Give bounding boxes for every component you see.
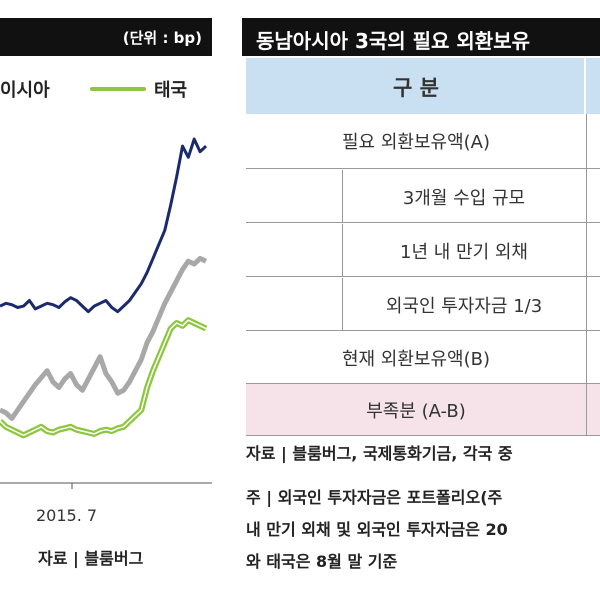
table-title: 동남아시아 3국의 필요 외환보유 — [256, 29, 531, 53]
chart-unit-label: (단위 : bp) — [122, 29, 202, 47]
table-note-line-1: 주 | 외국인 투자자금은 포트폴리오(주 — [246, 488, 503, 507]
table-row-current-reserves: 현재 외환보유액(B) — [246, 332, 600, 384]
table-row-short-term-debt: 1년 내 만기 외채 — [246, 224, 600, 277]
legend-label-thailand: 태국 — [154, 80, 188, 101]
table-head-divider — [584, 58, 586, 114]
series-line-thailand-inner — [0, 319, 207, 437]
table-note-line-3: 와 태국은 8월 말 기준 — [246, 552, 398, 571]
table-row-required: 필요 외환보유액(A) — [246, 114, 600, 169]
indent-divider — [342, 278, 343, 330]
table-note-line-2: 내 만기 외채 및 외국인 투자자금은 20 — [246, 520, 508, 539]
legend-swatch-thailand — [90, 87, 146, 91]
row-label-foreign-investment: 외국인 투자자금 1/3 — [385, 296, 543, 317]
series-line-thailand-outline — [0, 317, 208, 439]
table-column-divider — [586, 114, 587, 436]
x-tick-label: 2015. 7 — [36, 506, 98, 525]
row-label-shortfall: 부족분 (A-B) — [366, 401, 466, 422]
line-chart — [0, 137, 212, 489]
right-table-panel: 동남아시아 3국의 필요 외환보유 구 분 필요 외환보유액(A) 3개월 수입… — [242, 0, 600, 600]
row-label-imports: 3개월 수입 규모 — [402, 188, 526, 209]
row-label-required: 필요 외환보유액(A) — [342, 132, 490, 153]
table-head-label: 구 분 — [393, 76, 439, 100]
table-row-foreign-investment: 외국인 투자자금 1/3 — [246, 278, 600, 331]
series-line-gray — [0, 255, 208, 421]
legend-item-thailand: 태국 — [90, 76, 187, 102]
left-chart-panel: (단위 : bp) 이시아 태국 2015. 7 자료 | 블룸버그 — [0, 0, 218, 600]
chart-source: 자료 | 블룸버그 — [38, 549, 144, 568]
series-line-navy — [0, 137, 208, 314]
table-header-bar: 동남아시아 3국의 필요 외환보유 — [242, 18, 600, 56]
row-label-short-term-debt: 1년 내 만기 외채 — [400, 242, 528, 263]
indent-divider — [342, 224, 343, 276]
chart-header-bar: (단위 : bp) — [0, 18, 212, 56]
indent-divider — [342, 170, 343, 222]
row-label-current-reserves: 현재 외환보유액(B) — [341, 349, 491, 370]
table-row-shortfall: 부족분 (A-B) — [246, 384, 600, 436]
table-head-row: 구 분 — [246, 58, 600, 114]
legend-label-series-a: 이시아 — [0, 80, 50, 101]
table-source: 자료 | 블룸버그, 국제통화기금, 각국 중 — [246, 444, 513, 463]
table-row-imports: 3개월 수입 규모 — [246, 170, 600, 223]
